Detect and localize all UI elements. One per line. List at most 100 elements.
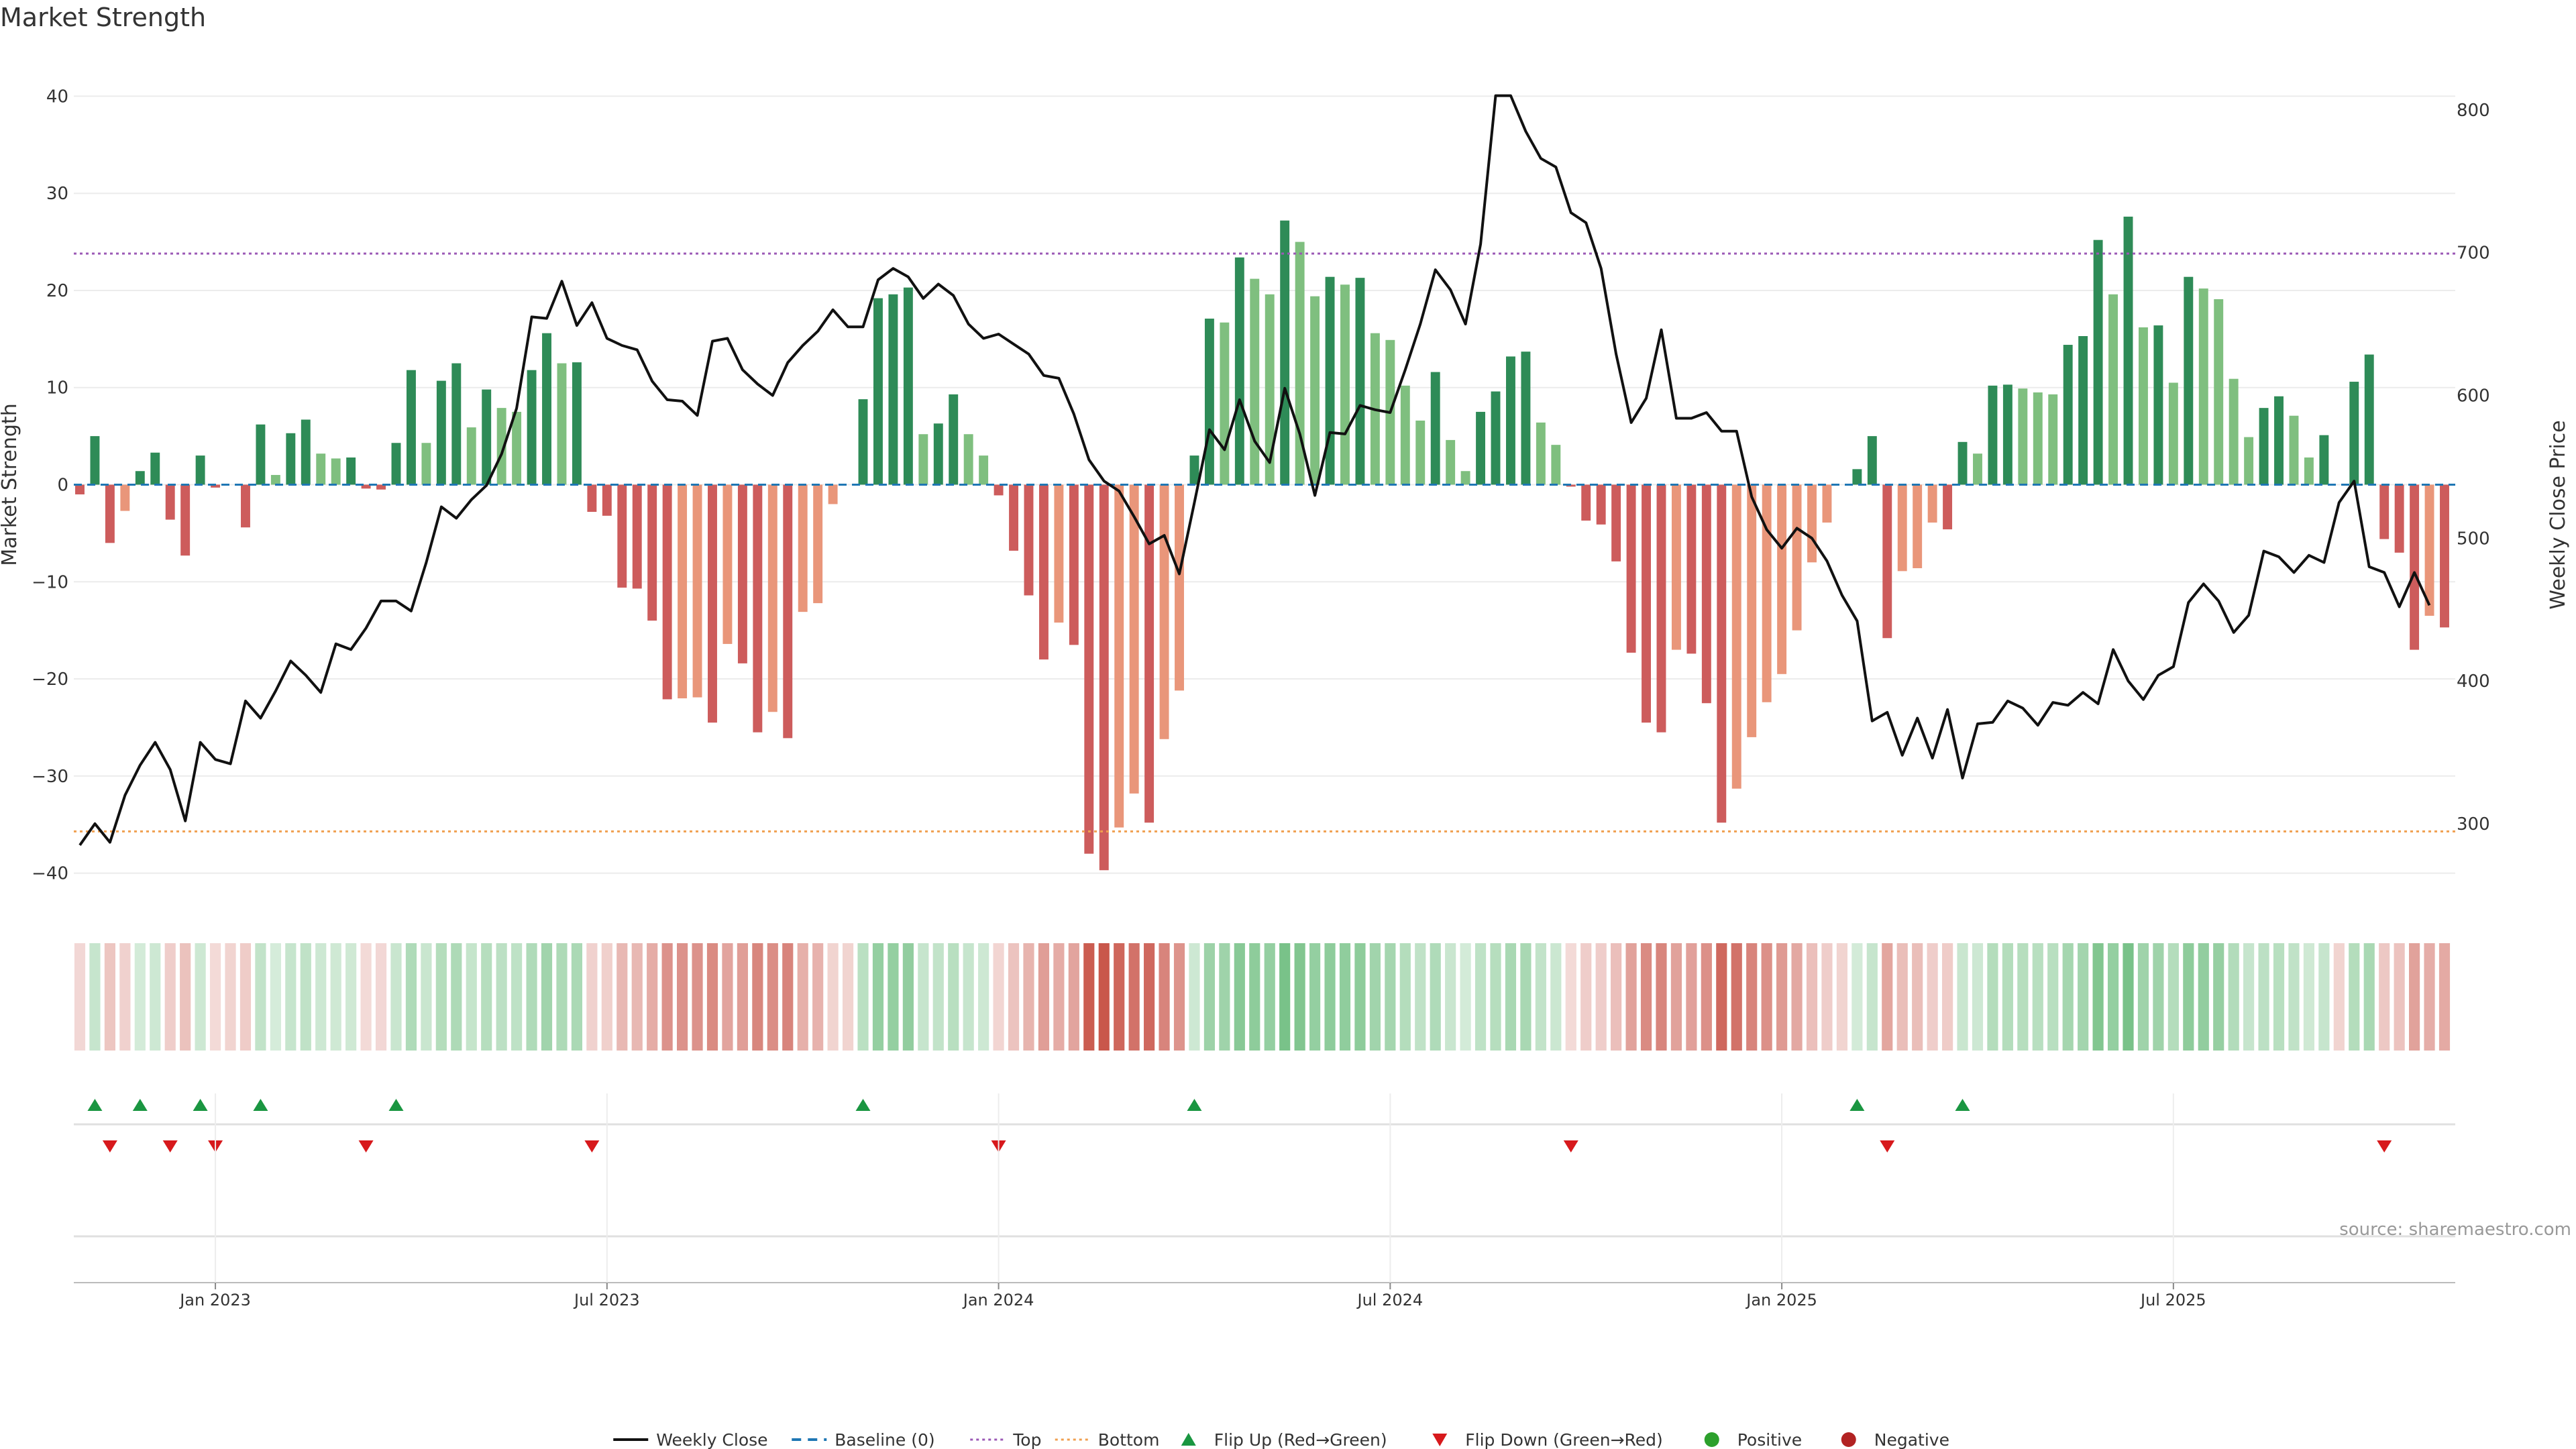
strength-bar xyxy=(572,362,582,485)
strength-bar xyxy=(2394,484,2404,553)
legend-icon-negative xyxy=(1841,1432,1856,1447)
heat-cell xyxy=(1294,943,1305,1051)
legend-label: Top xyxy=(1012,1430,1041,1449)
strength-bar xyxy=(2198,288,2208,485)
heat-cell xyxy=(1309,943,1321,1051)
strength-bar xyxy=(903,287,913,485)
heat-cell xyxy=(2288,943,2300,1051)
strength-bar xyxy=(1084,484,1094,854)
strength-bar xyxy=(2048,394,2058,485)
y-tick-label-left: −40 xyxy=(32,864,68,884)
strength-bar xyxy=(1446,439,1456,485)
strength-bar xyxy=(512,411,522,485)
heat-cell xyxy=(134,943,146,1051)
strength-bar xyxy=(708,484,717,723)
strength-bar xyxy=(767,484,777,712)
strength-bar xyxy=(1430,372,1440,485)
heat-cell xyxy=(104,943,115,1051)
strength-bar xyxy=(1460,471,1470,485)
flip-up-marker xyxy=(1955,1099,1970,1111)
strength-bar xyxy=(135,471,145,485)
heat-cell xyxy=(1640,943,1652,1051)
heat-cell xyxy=(360,943,372,1051)
x-tick-label: Jan 2025 xyxy=(1745,1291,1817,1309)
heat-cell xyxy=(496,943,507,1051)
source-note: source: sharemaestro.com xyxy=(2339,1220,2571,1240)
heat-cell xyxy=(1912,943,1923,1051)
strength-bar xyxy=(542,333,551,485)
x-tick-label: Jul 2025 xyxy=(2139,1291,2206,1309)
strength-bar xyxy=(2244,437,2254,485)
strength-bar xyxy=(1400,385,1410,485)
heat-cell xyxy=(1203,943,1215,1051)
strength-bar xyxy=(1792,484,1802,631)
heat-cell xyxy=(1535,943,1546,1051)
heat-cell xyxy=(1806,943,1818,1051)
heat-cell xyxy=(918,943,929,1051)
y-tick-label-left: −10 xyxy=(32,572,68,592)
heat-cell xyxy=(1189,943,1200,1051)
strength-bar xyxy=(165,484,175,520)
strength-bar xyxy=(2274,396,2284,485)
heat-cell xyxy=(2153,943,2164,1051)
legend-label: Negative xyxy=(1874,1430,1949,1449)
y-tick-label-right: 400 xyxy=(2457,672,2490,692)
heat-cell xyxy=(2078,943,2089,1051)
strength-bar xyxy=(813,484,823,604)
strength-bar xyxy=(1175,484,1184,691)
strength-bar xyxy=(376,484,386,490)
strength-bar xyxy=(256,424,266,485)
strength-bar xyxy=(436,380,446,485)
strength-bar xyxy=(1038,484,1049,660)
heat-cell xyxy=(2424,943,2435,1051)
strength-bar xyxy=(2319,435,2329,485)
strength-bar xyxy=(1325,276,1335,485)
strength-bar xyxy=(858,399,868,485)
legend-label: Positive xyxy=(1737,1430,1802,1449)
strength-bar xyxy=(1114,484,1124,828)
strength-bar xyxy=(2349,382,2359,485)
heat-cell xyxy=(1114,943,1125,1051)
strength-bar xyxy=(316,453,326,485)
heat-cell xyxy=(586,943,598,1051)
heat-cell xyxy=(1746,943,1758,1051)
heat-cell xyxy=(2047,943,2059,1051)
y-tick-label-right: 500 xyxy=(2457,529,2490,549)
heat-cell xyxy=(647,943,658,1051)
reference-lines xyxy=(74,252,2455,833)
heat-cell xyxy=(1144,943,1155,1051)
heat-cell xyxy=(1656,943,1667,1051)
heat-cell xyxy=(541,943,553,1051)
heat-cell xyxy=(209,943,221,1051)
legend-label: Flip Up (Red→Green) xyxy=(1214,1430,1387,1449)
strength-bar xyxy=(933,423,943,485)
heat-cell xyxy=(1339,943,1351,1051)
heat-cell xyxy=(1234,943,1245,1051)
strength-bar xyxy=(1204,318,1214,485)
heat-cell xyxy=(1686,943,1697,1051)
strength-bar xyxy=(1731,484,1741,789)
heat-cell xyxy=(451,943,462,1051)
strength-bar xyxy=(1717,484,1727,823)
strength-bar xyxy=(557,363,567,485)
strength-bar xyxy=(963,434,973,485)
strength-bar xyxy=(1913,484,1923,568)
heat-cell xyxy=(2333,943,2345,1051)
heat-cell xyxy=(1957,943,1968,1051)
heat-cell xyxy=(752,943,763,1051)
heat-cell xyxy=(375,943,387,1051)
heat-cell xyxy=(993,943,1004,1051)
strength-bar xyxy=(1882,484,1892,639)
heat-cell xyxy=(722,943,733,1051)
strength-bar xyxy=(828,484,838,504)
legend-label: Weekly Close xyxy=(656,1430,767,1449)
heat-cell xyxy=(1264,943,1275,1051)
strength-bar xyxy=(1159,484,1169,739)
strength-bar xyxy=(2304,457,2314,485)
strength-bar xyxy=(1943,484,1953,530)
strength-bar xyxy=(2410,484,2420,650)
flip-down-marker xyxy=(2377,1140,2392,1152)
strength-bar xyxy=(1415,420,1426,485)
strength-bar xyxy=(888,294,898,485)
y-tick-label-right: 300 xyxy=(2457,814,2490,835)
